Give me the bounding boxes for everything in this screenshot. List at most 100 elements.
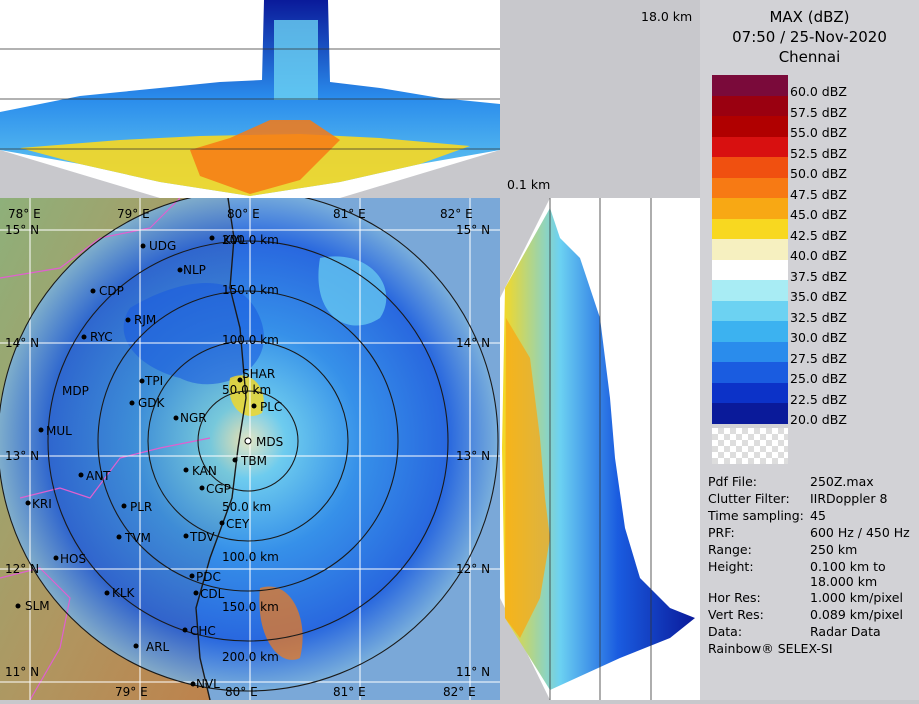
info-value: 250Z.max: [810, 474, 874, 489]
place-label[interactable]: ARL: [146, 640, 170, 654]
place-label[interactable]: TBM: [240, 454, 267, 468]
colorbar-label: 55.0 dBZ: [790, 125, 847, 140]
place-label[interactable]: ANT: [86, 469, 111, 483]
lon-label: 79° E: [115, 685, 148, 699]
info-label: Range:: [708, 542, 752, 557]
place-label[interactable]: CHC: [190, 624, 216, 638]
place-label[interactable]: PDC: [196, 570, 221, 584]
place-label[interactable]: KLK: [112, 586, 136, 600]
colorbar-nodata-swatch: [712, 427, 788, 464]
colorbar-label: 30.0 dBZ: [790, 330, 847, 345]
place-label[interactable]: HOS: [60, 552, 86, 566]
place-label[interactable]: RJM: [134, 313, 156, 327]
colorbar-swatch: [712, 239, 788, 260]
info-value: Radar Data: [810, 624, 881, 639]
info-label: Height:: [708, 559, 754, 574]
state-border: [19, 437, 211, 499]
info-label: Vert Res:: [708, 607, 764, 622]
info-label: Pdf File:: [708, 474, 757, 489]
place-label[interactable]: SHAR: [242, 367, 275, 381]
lat-label: 15° N: [5, 223, 39, 237]
colorbar-label: 22.5 dBZ: [790, 391, 847, 407]
lon-label: 82° E: [443, 685, 476, 699]
colorbar-swatch: [712, 300, 788, 322]
place-label[interactable]: MDS: [256, 435, 283, 449]
place-label[interactable]: MUL: [46, 424, 72, 438]
station-label: Chennai: [778, 48, 841, 66]
place-label[interactable]: KVL: [223, 233, 246, 247]
place-label[interactable]: CDL: [200, 587, 225, 601]
colorbar-label: 37.5 dBZ: [790, 268, 847, 284]
colorbar-label: 32.5 dBZ: [790, 309, 847, 325]
place-label[interactable]: TDV: [189, 530, 215, 544]
place-label[interactable]: TVM: [124, 531, 151, 545]
profile-wedge-right: [340, 150, 500, 198]
range-label: 200.0 km: [222, 650, 279, 664]
place-label[interactable]: CDP: [99, 284, 124, 298]
place-label[interactable]: GDK: [138, 396, 166, 410]
range-label: 200.0 km: [222, 233, 279, 247]
place-label[interactable]: KAN: [192, 464, 217, 478]
colorbar-swatch: [712, 341, 788, 363]
colorbar-label: 57.5 dBZ: [790, 104, 847, 120]
side-profile-svg: [500, 198, 695, 700]
colorbar-swatch: [712, 116, 788, 137]
lat-label: 15° N: [456, 223, 490, 237]
place-label[interactable]: MDP: [62, 384, 89, 398]
colorbar-label: 27.5 dBZ: [790, 350, 847, 366]
lat-label: 13° N: [456, 449, 490, 463]
place-label[interactable]: NGR: [180, 411, 207, 425]
range-label: 150.0 km: [222, 600, 279, 614]
place-label[interactable]: CGP: [206, 482, 231, 496]
place-label[interactable]: NLP: [183, 263, 206, 277]
colorbar-swatch: [712, 362, 788, 383]
place-label[interactable]: SLM: [25, 599, 50, 613]
lat-label: 11° N: [5, 665, 39, 679]
top-profile-column: [274, 20, 318, 100]
info-value: 0.100 km to 18.000 km: [810, 559, 886, 589]
lon-label: 82° E: [440, 207, 473, 221]
info-value: 600 Hz / 450 Hz: [810, 525, 910, 540]
radar-map[interactable]: 78° E 79° E 80° E 81° E 82° E 79° E 80° …: [0, 198, 500, 700]
lat-label: 13° N: [5, 449, 39, 463]
range-rings: [0, 198, 499, 692]
colorbar-swatch: [712, 95, 788, 117]
info-label: Hor Res:: [708, 590, 761, 605]
info-value: 45: [810, 508, 826, 523]
colorbar-swatch: [712, 157, 788, 178]
lon-label: 81° E: [333, 207, 366, 221]
place-label[interactable]: PLC: [260, 400, 282, 414]
lat-label: 11° N: [456, 665, 490, 679]
place-label[interactable]: RYC: [90, 330, 113, 344]
place-label[interactable]: KRI: [32, 497, 52, 511]
range-label: 100.0 km: [222, 333, 279, 347]
echo-cell: [123, 283, 264, 385]
lon-label: 80° E: [225, 685, 258, 699]
lat-label: 12° N: [456, 562, 490, 576]
place-label[interactable]: NVL: [196, 677, 220, 691]
map-svg: 78° E 79° E 80° E 81° E 82° E 79° E 80° …: [0, 198, 500, 700]
lon-label: 80° E: [227, 207, 260, 221]
echo-cell: [259, 586, 303, 660]
info-value: 0.089 km/pixel: [810, 607, 903, 622]
colorbar-swatch: [712, 177, 788, 199]
info-value: IIRDoppler 8: [810, 491, 888, 506]
info-value: 1.000 km/pixel: [810, 590, 903, 605]
colorbar-swatch: [712, 382, 788, 404]
lon-label: 81° E: [333, 685, 366, 699]
place-label[interactable]: TPI: [144, 374, 163, 388]
side-profile-core: [505, 318, 550, 638]
colorbar-swatch: [712, 218, 788, 240]
colorbar-swatch: [712, 136, 788, 158]
side-height-profile: [500, 198, 700, 700]
profile-wedge-top: [500, 198, 550, 298]
range-label: 50.0 km: [222, 383, 271, 397]
lon-label: 78° E: [8, 207, 41, 221]
range-label: 100.0 km: [222, 550, 279, 564]
place-label[interactable]: CEY: [226, 517, 250, 531]
state-border: [0, 567, 71, 700]
state-border: [0, 198, 181, 279]
place-label[interactable]: UDG: [149, 239, 176, 253]
colorbar-label: 42.5 dBZ: [790, 227, 847, 243]
place-label[interactable]: PLR: [130, 500, 152, 514]
